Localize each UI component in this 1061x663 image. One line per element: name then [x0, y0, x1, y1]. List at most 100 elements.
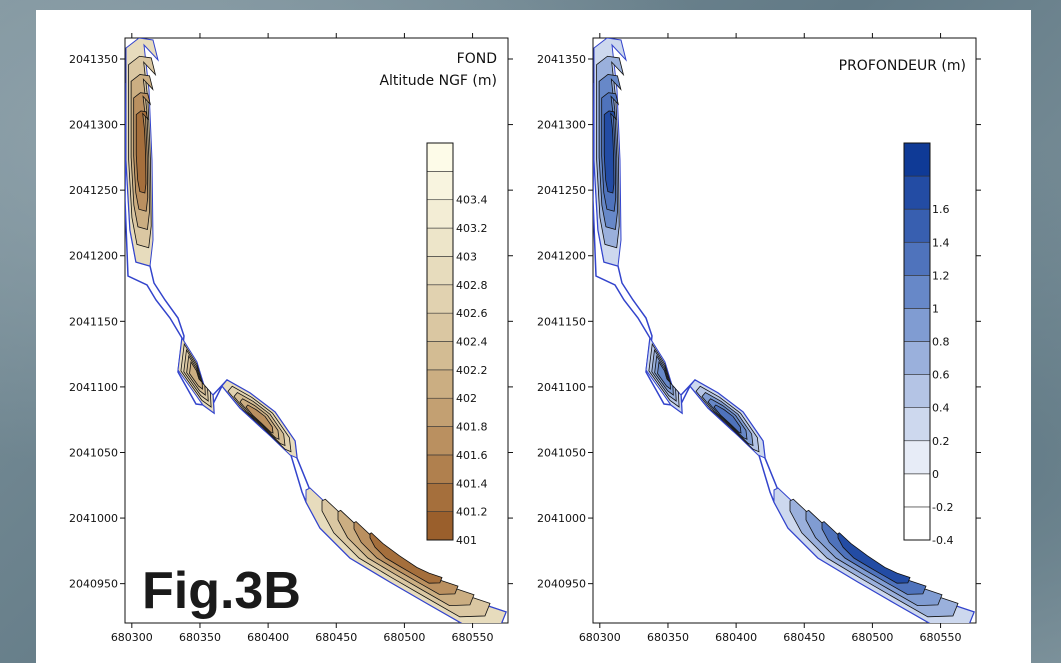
y-tick-label: 2040950: [537, 578, 586, 591]
legend-label: 401.4: [456, 477, 488, 490]
x-tick-label: 680350: [179, 631, 221, 644]
contour-band: [245, 404, 274, 434]
legend-label: 402.8: [456, 279, 488, 292]
legend-swatch: [426, 199, 454, 229]
prof-legend: -0.4 -0.2 0 0.2 0.4 0.6 0.8 1 1.2 1.4 1.6: [903, 142, 953, 547]
contour-band: [135, 110, 149, 194]
fond-legend: 401 401.2 401.4 401.6 401.8 402 402.2 402.4 402.…: [426, 142, 488, 547]
legend-swatch: [426, 369, 454, 399]
legend-swatch: [426, 341, 454, 371]
x-tick-label: 680400: [247, 631, 289, 644]
fond-subtitle: Altitude NGF (m): [379, 73, 497, 89]
figure-label: Fig.3B: [142, 562, 301, 620]
prof-map: [593, 38, 975, 623]
y-tick-label: 2041100: [69, 381, 118, 394]
legend-label: 0.6: [932, 369, 950, 382]
contour-band: [369, 532, 443, 584]
legend-swatch: [903, 374, 931, 408]
prof-title: PROFONDEUR (m): [839, 58, 966, 74]
legend-swatch: [426, 482, 454, 512]
y-tick-label: 2041250: [69, 184, 118, 197]
legend-swatch: [903, 341, 931, 375]
legend-swatch: [903, 175, 931, 210]
fond-chart: FOND Altitude NGF (m) 401 401.2 401.4 401.6…: [69, 33, 513, 644]
x-tick-label: 680300: [579, 631, 621, 644]
y-tick-label: 2041250: [537, 184, 586, 197]
x-tick-label: 680300: [111, 631, 153, 644]
y-tick-label: 2041000: [537, 512, 586, 525]
legend-swatch: [903, 241, 931, 276]
legend-label: 401.2: [456, 506, 488, 519]
contour-band: [657, 360, 671, 390]
legend-label: 1.2: [932, 269, 950, 282]
legend-label: 402: [456, 392, 477, 405]
legend-label: 1: [932, 302, 939, 315]
prof-x-axis: 680300 680350 680400 680450 680500 680550: [579, 33, 962, 644]
contour-band: [189, 360, 203, 390]
legend-frame: [426, 142, 454, 541]
x-tick-label: 680550: [920, 631, 962, 644]
contour-band: [603, 110, 617, 194]
legend-label: 401: [456, 534, 477, 547]
x-tick-label: 680500: [383, 631, 425, 644]
legend-label: 0.8: [932, 336, 950, 349]
legend-frame: [903, 142, 931, 541]
x-tick-label: 680450: [783, 631, 825, 644]
y-tick-label: 2040950: [69, 578, 118, 591]
y-tick-label: 2041300: [537, 119, 586, 132]
legend-label: 401.8: [456, 421, 488, 434]
fond-x-axis: 680300 680350 680400 680450 680500 680550: [111, 33, 494, 644]
legend-label: -0.2: [932, 501, 953, 514]
legend-label: 402.6: [456, 307, 488, 320]
legend-label: 1.4: [932, 236, 950, 249]
y-tick-label: 2041200: [69, 250, 118, 263]
y-tick-label: 2041100: [537, 381, 586, 394]
legend-swatch: [426, 454, 454, 484]
legend-label: 402.2: [456, 364, 488, 377]
legend-swatch: [426, 312, 454, 342]
legend-label: 1.6: [932, 203, 950, 216]
profondeur-chart: PROFONDEUR (m) -0.4 -0.2 0 0.2 0.4 0.6 0.8 1 1.2…: [537, 33, 981, 644]
legend-swatch: [903, 440, 931, 475]
legend-label: 401.6: [456, 449, 488, 462]
contour-band: [837, 532, 911, 584]
y-tick-label: 2041000: [69, 512, 118, 525]
y-tick-label: 2041150: [69, 315, 118, 328]
legend-swatch: [426, 426, 454, 456]
y-tick-label: 2041300: [69, 119, 118, 132]
legend-swatch: [903, 142, 931, 177]
legend-label: 403.4: [456, 194, 488, 207]
legend-swatch: [903, 407, 931, 442]
y-tick-label: 2041200: [537, 250, 586, 263]
legend-label: 0: [932, 468, 939, 481]
fond-map: [125, 38, 507, 623]
legend-label: 0.2: [932, 435, 950, 448]
x-tick-label: 680400: [715, 631, 757, 644]
y-tick-label: 2041350: [69, 53, 118, 66]
y-tick-label: 2041350: [537, 53, 586, 66]
legend-swatch: [426, 511, 454, 541]
y-tick-label: 2041050: [537, 446, 586, 459]
legend-label: 402.4: [456, 336, 488, 349]
legend-label: 0.4: [932, 402, 950, 415]
legend-label: 403: [456, 250, 477, 263]
contour-band: [713, 404, 742, 434]
x-tick-label: 680500: [851, 631, 893, 644]
legend-swatch: [903, 506, 931, 541]
fond-fills: [125, 38, 507, 623]
legend-swatch: [903, 473, 931, 508]
x-tick-label: 680550: [452, 631, 494, 644]
legend-swatch: [426, 397, 454, 427]
fond-title: FOND: [457, 51, 497, 67]
legend-swatch: [426, 171, 454, 201]
legend-swatch: [903, 208, 931, 243]
legend-swatch: [903, 275, 931, 309]
x-tick-label: 680450: [315, 631, 357, 644]
x-tick-label: 680350: [647, 631, 689, 644]
y-tick-label: 2041150: [537, 315, 586, 328]
legend-swatch: [903, 308, 931, 342]
legend-swatch: [426, 142, 454, 172]
prof-y-axis: 2040950 2041000 2041050 2041100 2041150 20412…: [537, 53, 981, 591]
prof-fills: [593, 38, 975, 623]
legend-swatch: [426, 227, 454, 257]
